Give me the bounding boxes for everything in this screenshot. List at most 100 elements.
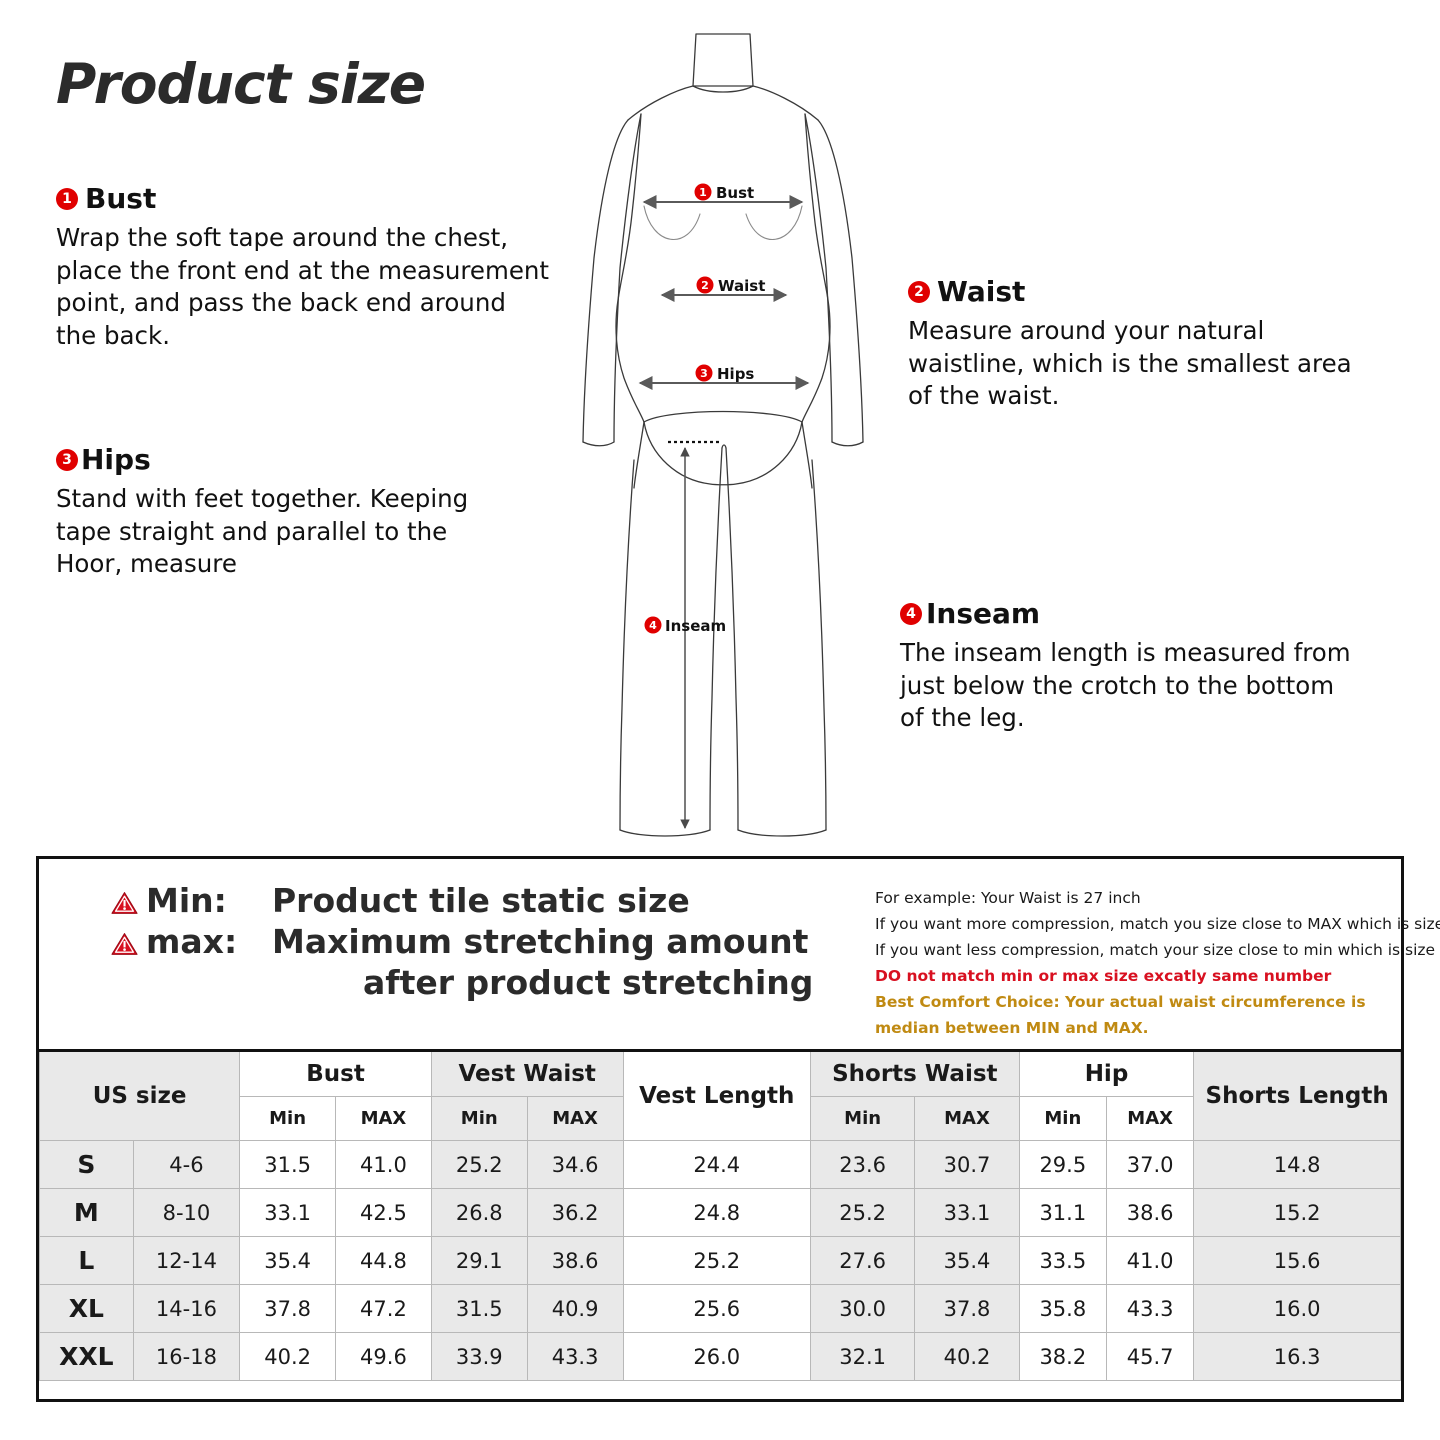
cell-vw-min: 26.8 bbox=[430, 1188, 528, 1237]
figure-callout-inseam: 4 Inseam bbox=[644, 616, 726, 635]
th-shorts-waist: Shorts Waist bbox=[809, 1049, 1020, 1097]
cell-vw-max: 38.6 bbox=[526, 1236, 624, 1285]
cell-hip-min: 33.5 bbox=[1018, 1236, 1107, 1285]
svg-text:Hips: Hips bbox=[717, 365, 754, 383]
minmax-max-value-cont: after product stretching bbox=[363, 963, 814, 1002]
figure-callout-waist: 2 Waist bbox=[696, 276, 765, 295]
number-badge-2-icon: 2 bbox=[908, 280, 930, 303]
cell-us: 8-10 bbox=[132, 1188, 241, 1237]
minmax-min-value: Product tile static size bbox=[272, 881, 690, 920]
measure-title-bust: Bust bbox=[85, 182, 157, 215]
cell-vest-length: 26.0 bbox=[622, 1332, 811, 1381]
cell-vw-max: 40.9 bbox=[526, 1284, 624, 1333]
cell-hip-min: 38.2 bbox=[1018, 1332, 1107, 1381]
inseam-measure-line bbox=[668, 440, 722, 829]
cell-shorts-length: 15.6 bbox=[1193, 1236, 1401, 1285]
cell-vw-min: 25.2 bbox=[430, 1140, 528, 1189]
th-shorts-length: Shorts Length bbox=[1193, 1049, 1401, 1141]
example-note-line: For example: Your Waist is 27 inch bbox=[875, 889, 1141, 907]
cell-bust-min: 33.1 bbox=[239, 1188, 337, 1237]
cell-hip-min: 29.5 bbox=[1018, 1140, 1107, 1189]
th-hip-max: MAX bbox=[1105, 1096, 1195, 1141]
minmax-max-label: max: bbox=[146, 922, 238, 961]
cell-sw-min: 27.6 bbox=[809, 1236, 916, 1285]
number-badge-4-icon: 4 bbox=[900, 602, 922, 625]
cell-shorts-length: 16.0 bbox=[1193, 1284, 1401, 1333]
cell-bust-min: 31.5 bbox=[239, 1140, 337, 1189]
cell-hip-max: 45.7 bbox=[1105, 1332, 1195, 1381]
cell-bust-min: 40.2 bbox=[239, 1332, 337, 1381]
cell-vw-max: 34.6 bbox=[526, 1140, 624, 1189]
cell-bust-max: 42.5 bbox=[335, 1188, 432, 1237]
th-vest-waist: Vest Waist bbox=[430, 1049, 624, 1097]
cell-sw-min: 23.6 bbox=[809, 1140, 916, 1189]
cell-sw-min: 30.0 bbox=[809, 1284, 916, 1333]
example-note-line: If you want less compression, match your… bbox=[875, 941, 1440, 960]
th-bust: Bust bbox=[239, 1049, 432, 1097]
measure-block-inseam: 4 Inseam The inseam length is measured f… bbox=[900, 597, 1400, 735]
th-shorts-waist-max: MAX bbox=[914, 1096, 1020, 1141]
minmax-notice-area: Min: Product tile static size max: Maxim… bbox=[39, 859, 1440, 1049]
example-note-line-comfort: Best Comfort Choice: Your actual waist c… bbox=[875, 993, 1366, 1012]
table-row: L 12-14 35.4 44.8 29.1 38.6 25.2 27.6 35… bbox=[39, 1236, 1401, 1285]
cell-us: 16-18 bbox=[132, 1332, 241, 1381]
cell-size: S bbox=[39, 1140, 134, 1189]
cell-sw-min: 25.2 bbox=[809, 1188, 916, 1237]
svg-text:2: 2 bbox=[701, 279, 709, 292]
cell-vw-min: 31.5 bbox=[430, 1284, 528, 1333]
cell-hip-min: 35.8 bbox=[1018, 1284, 1107, 1333]
figure-callout-hips: 3 Hips bbox=[695, 364, 754, 383]
number-badge-1-icon: 1 bbox=[56, 187, 78, 210]
cell-sw-min: 32.1 bbox=[809, 1332, 916, 1381]
mannequin-outline bbox=[582, 33, 864, 837]
minmax-legend: Min: Product tile static size max: Maxim… bbox=[111, 881, 813, 1002]
measure-heading-bust: 1 Bust bbox=[56, 182, 596, 215]
measure-text-hips: Stand with feet together. Keeping tape s… bbox=[56, 484, 469, 579]
cell-sw-max: 30.7 bbox=[914, 1140, 1020, 1189]
measure-block-waist: 2 Waist Measure around your natural wais… bbox=[908, 275, 1408, 413]
example-note-line-comfort: median between MIN and MAX. bbox=[875, 1019, 1149, 1038]
cell-size: M bbox=[39, 1188, 134, 1237]
svg-text:Waist: Waist bbox=[718, 277, 765, 295]
warning-triangle-icon bbox=[111, 891, 138, 919]
cell-shorts-length: 14.8 bbox=[1193, 1140, 1401, 1189]
th-shorts-waist-min: Min bbox=[809, 1096, 916, 1141]
table-row: S 4-6 31.5 41.0 25.2 34.6 24.4 23.6 30.7… bbox=[39, 1140, 1401, 1189]
cell-hip-max: 38.6 bbox=[1105, 1188, 1195, 1237]
measure-heading-hips: 3 Hips bbox=[56, 443, 576, 476]
cell-hip-min: 31.1 bbox=[1018, 1188, 1107, 1237]
th-vest-waist-max: MAX bbox=[526, 1096, 624, 1141]
cell-sw-max: 40.2 bbox=[914, 1332, 1020, 1381]
measure-text-inseam: The inseam length is measured from just … bbox=[900, 638, 1351, 733]
th-bust-min: Min bbox=[239, 1096, 337, 1141]
cell-sw-max: 37.8 bbox=[914, 1284, 1020, 1333]
measure-title-inseam: Inseam bbox=[926, 597, 1041, 630]
cell-vw-max: 36.2 bbox=[526, 1188, 624, 1237]
number-badge-3-icon: 3 bbox=[56, 448, 78, 471]
th-hip-min: Min bbox=[1018, 1096, 1107, 1141]
cell-vest-length: 25.2 bbox=[622, 1236, 811, 1285]
table-row: XL 14-16 37.8 47.2 31.5 40.9 25.6 30.0 3… bbox=[39, 1284, 1401, 1333]
cell-vest-length: 24.4 bbox=[622, 1140, 811, 1189]
cell-vest-length: 24.8 bbox=[622, 1188, 811, 1237]
figure-callout-bust: 1 Bust bbox=[694, 183, 754, 202]
measure-block-hips: 3 Hips Stand with feet together. Keeping… bbox=[56, 443, 576, 581]
cell-us: 12-14 bbox=[132, 1236, 241, 1285]
svg-text:1: 1 bbox=[699, 186, 707, 199]
minmax-min-label: Min: bbox=[146, 881, 227, 920]
table-row: XXL 16-18 40.2 49.6 33.9 43.3 26.0 32.1 … bbox=[39, 1332, 1401, 1381]
measure-block-bust: 1 Bust Wrap the soft tape around the che… bbox=[56, 182, 596, 352]
example-note-list: For example: Your Waist is 27 inch If yo… bbox=[875, 885, 1440, 1041]
cell-vw-min: 29.1 bbox=[430, 1236, 528, 1285]
warning-triangle-icon bbox=[111, 932, 138, 960]
page-title: Product size bbox=[56, 52, 426, 116]
svg-text:Bust: Bust bbox=[716, 184, 754, 202]
cell-us: 14-16 bbox=[132, 1284, 241, 1333]
measure-heading-waist: 2 Waist bbox=[908, 275, 1408, 308]
th-bust-max: MAX bbox=[335, 1096, 432, 1141]
th-vest-length: Vest Length bbox=[622, 1049, 811, 1141]
size-table: US size Bust Vest Waist Vest Length Shor… bbox=[38, 1049, 1401, 1381]
cell-bust-max: 47.2 bbox=[335, 1284, 432, 1333]
cell-bust-max: 44.8 bbox=[335, 1236, 432, 1285]
